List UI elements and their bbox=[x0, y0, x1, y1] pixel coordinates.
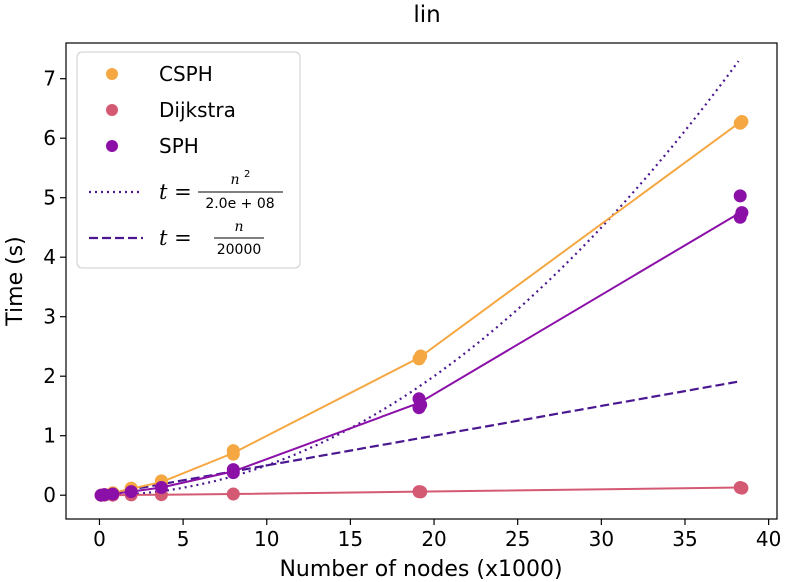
legend-linear-numerator: n bbox=[234, 219, 243, 235]
x-tick-label: 10 bbox=[254, 527, 279, 551]
csph-data-point bbox=[226, 444, 240, 458]
y-tick-label: 7 bbox=[43, 67, 56, 91]
legend-csph-marker bbox=[106, 68, 118, 80]
legend-linear-denominator: 20000 bbox=[217, 242, 262, 258]
legend-linear-lhs: t = bbox=[159, 226, 192, 250]
legend-csph-label: CSPH bbox=[159, 62, 213, 86]
legend-dijkstra-label: Dijkstra bbox=[159, 98, 236, 122]
axes-frame bbox=[65, 42, 778, 520]
sph-data-point bbox=[733, 189, 747, 203]
sph-data-point bbox=[414, 398, 428, 412]
dijkstra-data-point bbox=[735, 481, 749, 495]
legend-quadratic-lhs: t = bbox=[159, 180, 192, 204]
y-tick-label: 6 bbox=[43, 126, 56, 150]
legend-sph-marker bbox=[106, 140, 118, 152]
x-tick-label: 15 bbox=[338, 527, 363, 551]
legend-quadratic-numerator: n bbox=[230, 172, 239, 188]
legend-dijkstra-marker bbox=[106, 104, 118, 116]
x-tick-label: 30 bbox=[589, 527, 614, 551]
csph-data-point bbox=[414, 349, 428, 363]
y-axis-ticks: 0 1 2 3 4 5 6 7 bbox=[43, 67, 66, 507]
sph-data-point bbox=[226, 463, 240, 477]
x-tick-label: 40 bbox=[756, 527, 781, 551]
y-tick-label: 0 bbox=[43, 483, 56, 507]
sph-data-point bbox=[124, 485, 138, 499]
x-tick-label: 0 bbox=[93, 527, 106, 551]
dijkstra-data-point bbox=[414, 485, 428, 499]
legend-box bbox=[76, 51, 301, 269]
y-tick-label: 2 bbox=[43, 364, 56, 388]
sph-data-point bbox=[735, 206, 749, 220]
legend: CSPH Dijkstra SPH t = n 2 2.0e + 08 t = … bbox=[76, 51, 301, 269]
legend-quadratic-denominator: 2.0e + 08 bbox=[205, 196, 274, 212]
x-tick-label: 35 bbox=[672, 527, 697, 551]
chart-title: lin bbox=[413, 2, 440, 28]
x-tick-label: 5 bbox=[177, 527, 190, 551]
x-tick-label: 25 bbox=[505, 527, 530, 551]
linear-reference-line bbox=[100, 380, 739, 496]
y-axis-label: Time (s) bbox=[3, 236, 28, 326]
y-tick-label: 3 bbox=[43, 305, 56, 329]
x-axis-ticks: 0 5 10 15 20 25 30 35 40 bbox=[93, 519, 781, 551]
sph-data-point bbox=[106, 487, 120, 501]
x-tick-label: 20 bbox=[421, 527, 446, 551]
legend-quadratic-exponent: 2 bbox=[244, 169, 250, 180]
dijkstra-data-point bbox=[226, 487, 240, 501]
y-tick-label: 1 bbox=[43, 424, 56, 448]
y-tick-label: 5 bbox=[43, 186, 56, 210]
x-axis-label: Number of nodes (x1000) bbox=[279, 557, 562, 582]
plot-area bbox=[94, 60, 749, 502]
csph-data-point bbox=[735, 115, 749, 128]
legend-sph-label: SPH bbox=[159, 134, 199, 158]
y-tick-label: 4 bbox=[43, 245, 56, 269]
sph-data-point bbox=[154, 481, 168, 494]
